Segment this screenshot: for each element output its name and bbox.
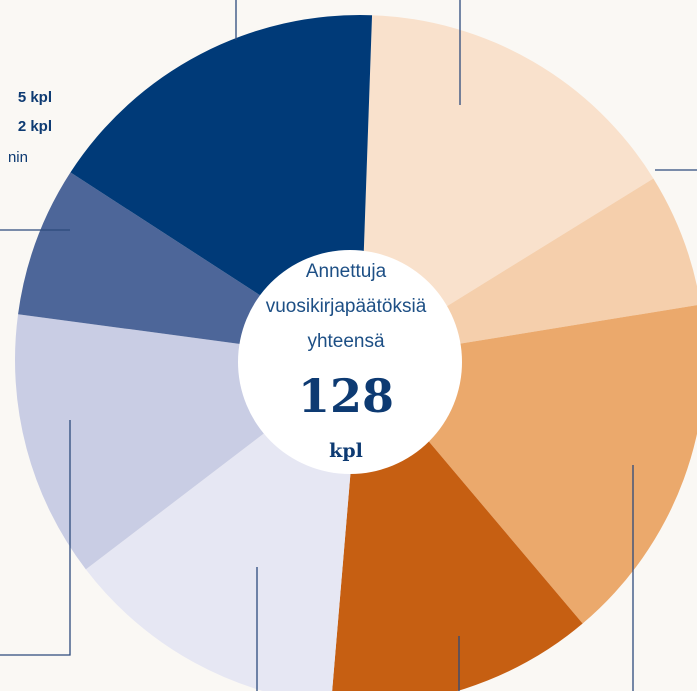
- leader-line: [0, 420, 71, 656]
- donut: [15, 14, 697, 691]
- donut-slice: [332, 436, 583, 691]
- annotation: nin: [8, 149, 28, 166]
- donut-slice: [363, 15, 654, 308]
- total-unit: kpl: [329, 440, 363, 462]
- donut-slice: [85, 420, 352, 691]
- total: 128: [298, 369, 394, 423]
- donut-slice: [15, 314, 281, 570]
- center-label: vuosikirjapäätöksiä: [266, 296, 427, 317]
- donut-slice: [445, 178, 697, 344]
- donut-hole: [238, 250, 462, 474]
- annotation: 2 kpl: [18, 118, 52, 135]
- donut-slice: [424, 305, 697, 624]
- donut-slice: [18, 172, 277, 347]
- annotation: 5 kpl: [18, 89, 52, 106]
- center-label: Annettuja: [306, 261, 387, 282]
- center-label: yhteensä: [307, 331, 385, 352]
- donut-slice: [70, 14, 373, 306]
